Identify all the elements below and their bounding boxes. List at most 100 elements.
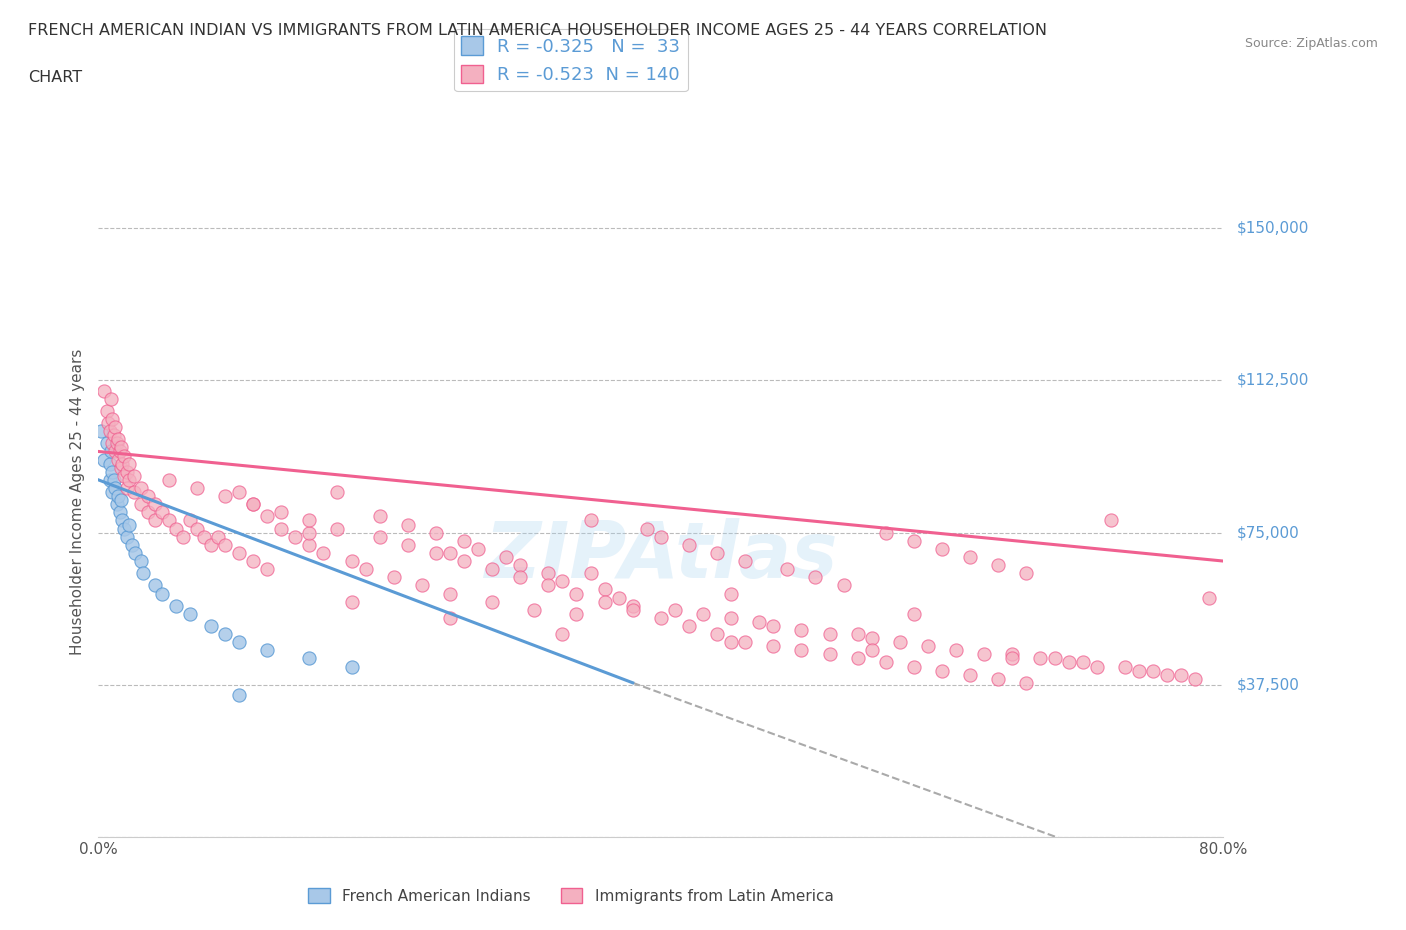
Point [903, 533, 925, 548]
Point [104, 481, 127, 496]
Point [270, 505, 292, 520]
Point [122, 485, 145, 499]
Point [105, 497, 128, 512]
Point [103, 472, 125, 487]
Point [270, 521, 292, 536]
Point [143, 513, 166, 528]
Point [846, 627, 869, 642]
Point [112, 469, 135, 484]
Point [118, 517, 141, 532]
Point [105, 436, 128, 451]
Point [122, 469, 145, 484]
Point [537, 578, 560, 592]
Point [734, 553, 756, 568]
Point [537, 565, 560, 580]
Point [903, 659, 925, 674]
Point [132, 565, 155, 580]
Point [228, 546, 250, 561]
Point [298, 513, 321, 528]
Text: $75,000: $75,000 [1237, 525, 1301, 540]
Point [1071, 655, 1094, 670]
Point [832, 578, 855, 592]
Point [200, 618, 222, 633]
Point [396, 517, 419, 532]
Point [481, 594, 503, 609]
Point [565, 606, 588, 621]
Point [959, 667, 981, 682]
Point [112, 448, 135, 463]
Point [112, 521, 135, 536]
Point [298, 538, 321, 552]
Point [96, 436, 118, 451]
Point [298, 651, 321, 666]
Point [298, 525, 321, 540]
Text: $112,500: $112,500 [1237, 373, 1309, 388]
Point [706, 627, 728, 642]
Point [565, 586, 588, 601]
Point [804, 570, 827, 585]
Point [110, 460, 132, 475]
Point [108, 505, 131, 520]
Point [1170, 667, 1192, 682]
Point [1099, 513, 1122, 528]
Text: CHART: CHART [28, 70, 82, 85]
Point [242, 497, 264, 512]
Point [425, 525, 447, 540]
Point [214, 538, 236, 552]
Point [973, 647, 995, 662]
Point [1015, 675, 1038, 690]
Point [193, 529, 215, 544]
Point [96, 404, 118, 418]
Point [228, 635, 250, 650]
Point [818, 627, 841, 642]
Point [115, 481, 138, 496]
Point [97, 416, 120, 431]
Point [129, 481, 152, 496]
Point [108, 444, 131, 458]
Point [214, 627, 236, 642]
Point [411, 578, 433, 592]
Point [101, 436, 124, 451]
Point [179, 606, 201, 621]
Point [579, 513, 602, 528]
Point [150, 505, 173, 520]
Point [118, 457, 141, 472]
Point [860, 631, 883, 645]
Point [987, 671, 1010, 686]
Text: $37,500: $37,500 [1237, 677, 1301, 692]
Point [720, 610, 742, 625]
Text: Source: ZipAtlas.com: Source: ZipAtlas.com [1244, 37, 1378, 50]
Point [931, 541, 953, 556]
Point [720, 635, 742, 650]
Point [101, 485, 124, 499]
Point [1001, 647, 1024, 662]
Point [256, 509, 278, 524]
Point [720, 586, 742, 601]
Point [678, 538, 700, 552]
Point [551, 627, 574, 642]
Point [1015, 565, 1038, 580]
Point [860, 643, 883, 658]
Point [207, 529, 229, 544]
Point [326, 521, 349, 536]
Point [368, 529, 391, 544]
Point [439, 546, 461, 561]
Point [748, 615, 770, 630]
Point [186, 521, 208, 536]
Point [1198, 591, 1220, 605]
Point [678, 618, 700, 633]
Text: $150,000: $150,000 [1237, 220, 1309, 236]
Point [607, 591, 630, 605]
Point [734, 635, 756, 650]
Point [107, 432, 129, 446]
Point [118, 472, 141, 487]
Point [143, 497, 166, 512]
Point [621, 598, 644, 613]
Point [1114, 659, 1136, 674]
Point [636, 521, 658, 536]
Point [439, 586, 461, 601]
Point [1085, 659, 1108, 674]
Point [467, 541, 489, 556]
Point [495, 550, 517, 565]
Point [104, 419, 127, 434]
